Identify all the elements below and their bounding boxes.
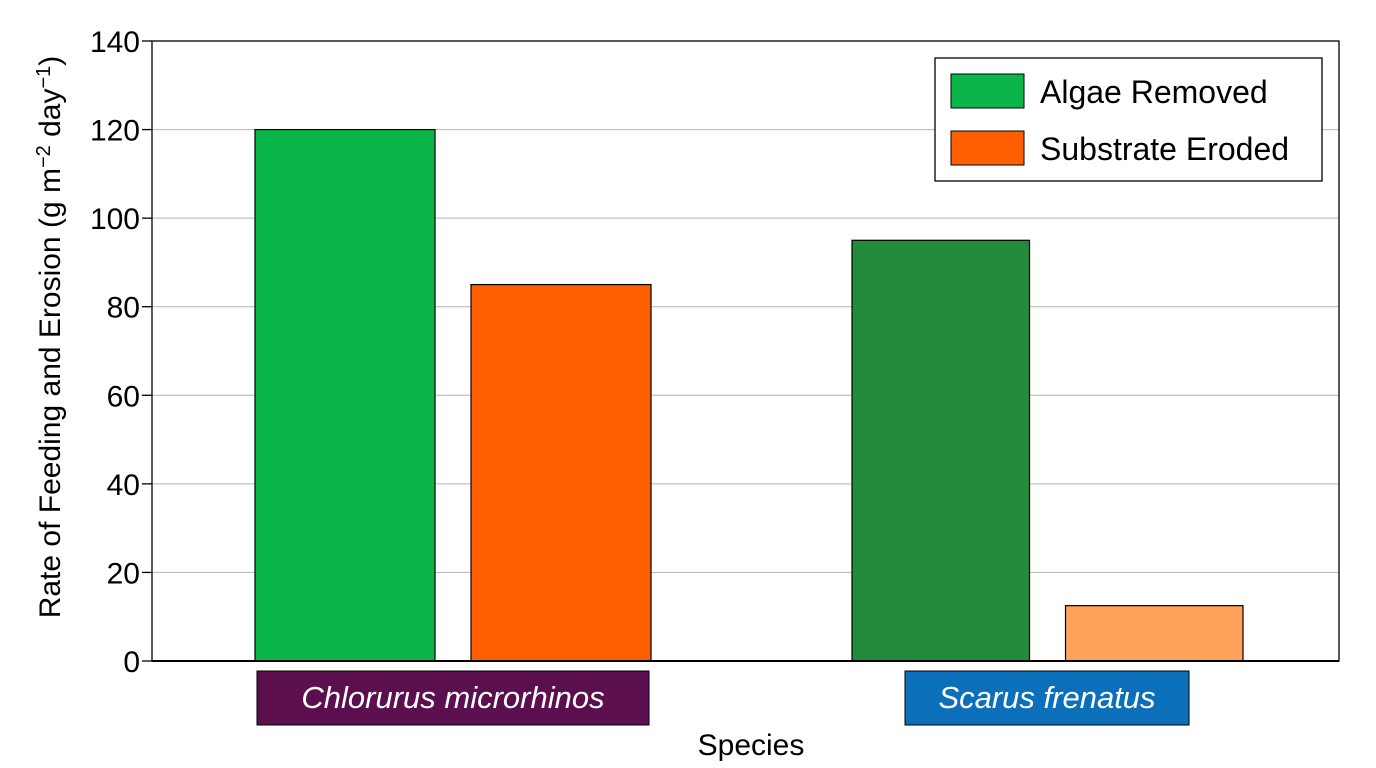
bar-algae-removed-1 bbox=[254, 128, 436, 662]
legend-label-substrate-eroded: Substrate Eroded bbox=[1040, 131, 1289, 167]
legend: Algae Removed Substrate Eroded bbox=[934, 57, 1323, 182]
y-tick-label: 60 bbox=[107, 380, 140, 413]
y-axis-title-main: Rate of Feeding and Erosion (g m bbox=[34, 168, 67, 618]
bars bbox=[254, 128, 1244, 662]
y-axis-title-end: ) bbox=[34, 56, 67, 66]
y-axis-title-sup2: −1 bbox=[33, 66, 55, 89]
category-label-2: Scarus frenatus bbox=[938, 680, 1155, 715]
y-tick-label: 20 bbox=[107, 557, 140, 590]
legend-label-algae-removed: Algae Removed bbox=[1040, 74, 1268, 110]
bar-substrate-eroded-2 bbox=[1064, 605, 1244, 662]
y-tick-label: 80 bbox=[107, 292, 140, 325]
y-tick-label: 120 bbox=[90, 115, 140, 148]
x-axis-title: Species bbox=[698, 729, 805, 762]
category-label-1: Chlorurus microrhinos bbox=[301, 680, 604, 715]
y-axis-ticks: 0 20 40 60 80 100 120 140 bbox=[90, 26, 152, 679]
category-box-1 bbox=[256, 670, 650, 726]
category-box-2 bbox=[904, 670, 1190, 726]
y-tick-label: 140 bbox=[90, 26, 140, 59]
y-tick-label: 100 bbox=[90, 203, 140, 236]
y-axis-title: Rate of Feeding and Erosion (g m−2 day−1… bbox=[33, 56, 67, 619]
category-labels: Chlorurus microrhinos Scarus frenatus bbox=[256, 670, 1190, 726]
y-axis-title-mid: day bbox=[34, 89, 67, 146]
bar-algae-removed-2 bbox=[851, 239, 1031, 662]
legend-swatch-substrate-eroded bbox=[950, 130, 1025, 166]
legend-swatch-algae-removed bbox=[950, 73, 1025, 109]
y-tick-label: 0 bbox=[123, 646, 140, 679]
y-axis-title-sup1: −2 bbox=[33, 145, 55, 168]
y-tick-label: 40 bbox=[107, 469, 140, 502]
bar-substrate-eroded-1 bbox=[470, 283, 652, 662]
